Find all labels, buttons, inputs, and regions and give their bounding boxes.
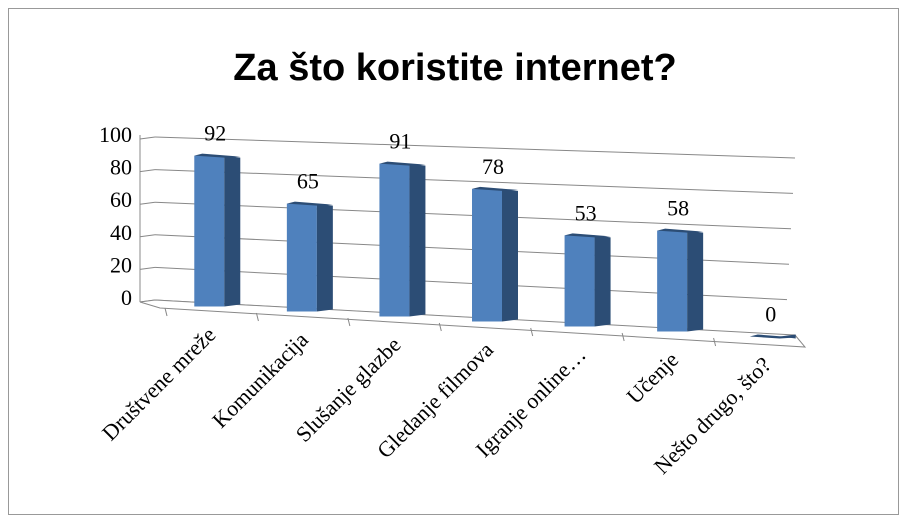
x-tick [164, 307, 168, 317]
bar [657, 230, 688, 332]
data-label: 65 [297, 169, 319, 194]
data-label: 92 [204, 121, 226, 146]
y-tick-label: 100 [99, 122, 132, 147]
bar-side [687, 230, 704, 332]
chart-title: Za što koristite internet? [233, 47, 676, 89]
x-tick [530, 327, 534, 337]
y-tick-label: 60 [110, 187, 132, 212]
bar-top [564, 233, 611, 238]
chart-frame [8, 8, 899, 515]
grid-line [154, 169, 794, 194]
bar-top [379, 161, 426, 166]
bar [194, 155, 225, 307]
y-tick-label: 40 [110, 220, 132, 245]
bar [564, 235, 595, 327]
x-tick [438, 322, 442, 332]
data-label: 58 [667, 196, 689, 221]
bar-side [594, 235, 611, 327]
bar-top [749, 334, 796, 339]
x-tick [347, 317, 351, 327]
floor [139, 299, 807, 348]
x-tick [621, 332, 625, 342]
bar-top [286, 201, 333, 206]
x-tick [713, 337, 717, 347]
y-tick-label: 20 [110, 252, 132, 277]
data-label: 0 [765, 302, 776, 327]
bar-side [409, 163, 426, 317]
bar-side [502, 188, 518, 322]
grid-line [139, 169, 156, 173]
y-tick-label: 0 [121, 285, 132, 310]
bar-top [657, 228, 704, 233]
data-label: 53 [575, 200, 597, 225]
bar-side [224, 155, 241, 307]
bar [286, 203, 317, 312]
bar [472, 188, 502, 322]
grid-line [154, 136, 796, 159]
grid-line [139, 266, 156, 270]
y-tick-label: 80 [110, 155, 132, 180]
bar-side [316, 203, 333, 312]
bar-top [472, 186, 518, 191]
grid-line [139, 234, 156, 238]
grid-line [139, 136, 156, 140]
bar-top [194, 153, 241, 158]
grid-line [139, 201, 156, 205]
x-tick [255, 312, 259, 322]
data-label: 91 [389, 129, 411, 154]
data-label: 78 [482, 154, 504, 179]
bar [379, 163, 410, 317]
